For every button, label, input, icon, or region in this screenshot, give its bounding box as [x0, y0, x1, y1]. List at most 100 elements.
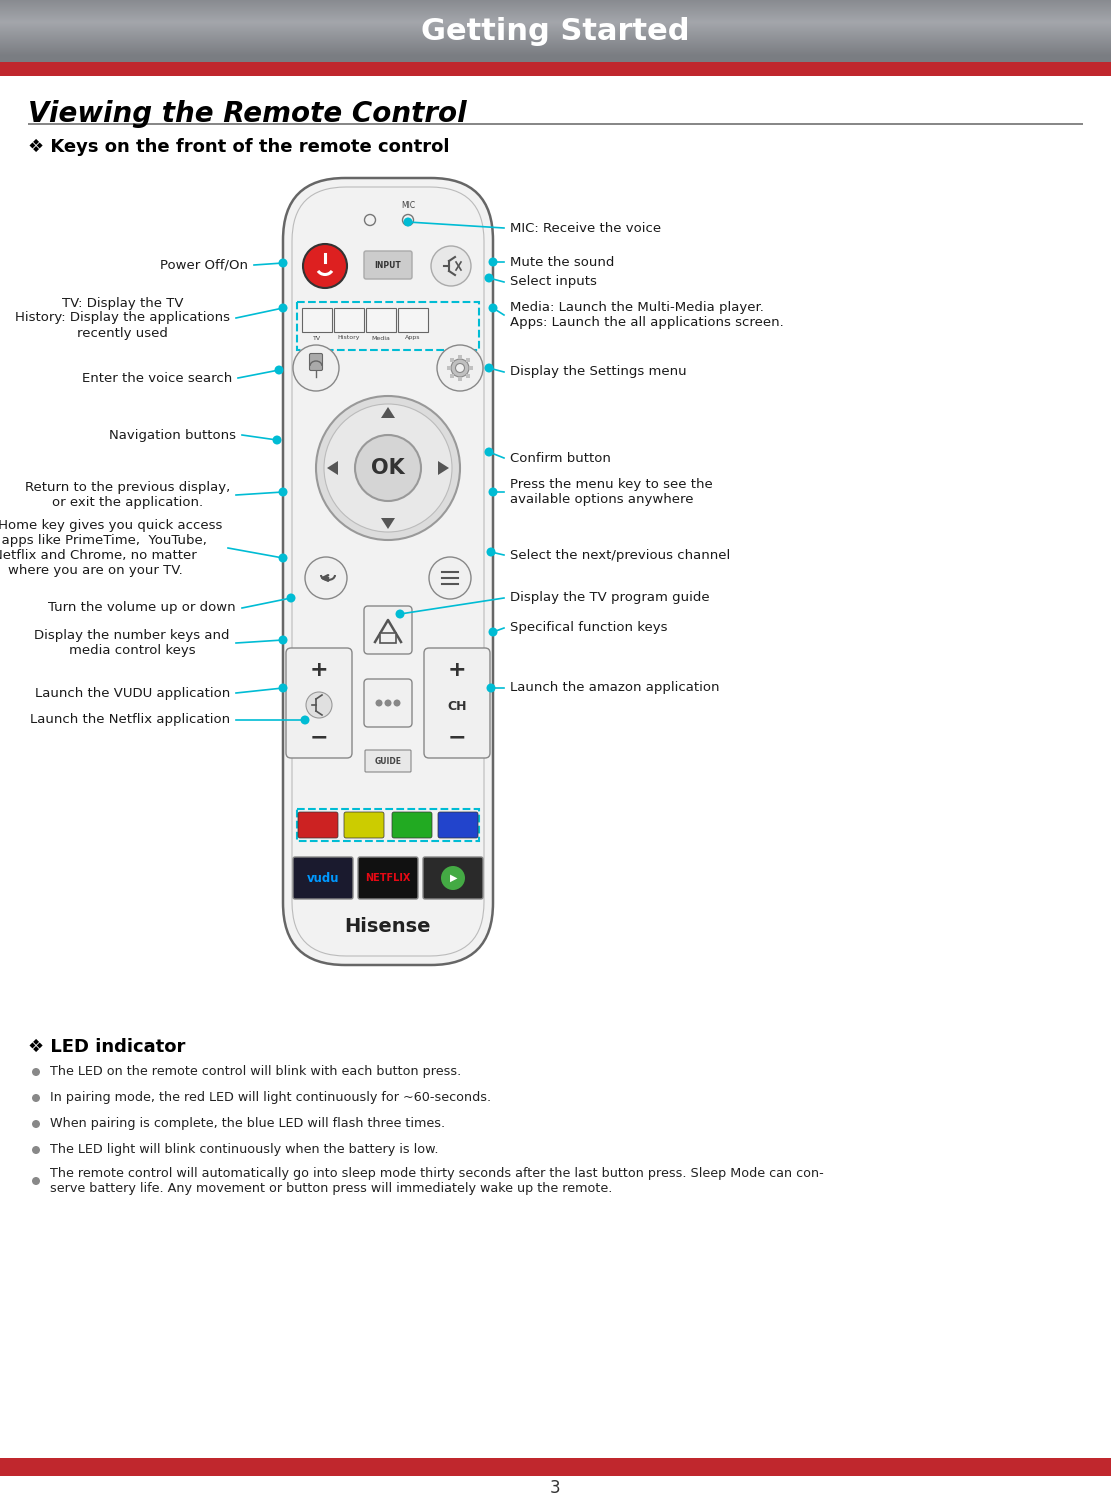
FancyBboxPatch shape	[358, 856, 418, 898]
Circle shape	[356, 435, 421, 501]
Circle shape	[279, 303, 288, 312]
Circle shape	[376, 699, 382, 706]
FancyBboxPatch shape	[364, 606, 412, 654]
Circle shape	[32, 1120, 40, 1128]
Circle shape	[272, 435, 281, 444]
Text: History: History	[338, 336, 360, 340]
Text: +: +	[310, 660, 329, 680]
Circle shape	[287, 594, 296, 603]
Text: Confirm button: Confirm button	[510, 452, 611, 465]
Circle shape	[489, 258, 498, 267]
Circle shape	[384, 699, 391, 706]
Circle shape	[487, 548, 496, 556]
FancyBboxPatch shape	[283, 178, 493, 964]
Circle shape	[279, 488, 288, 496]
Text: Enter the voice search: Enter the voice search	[82, 372, 232, 384]
Bar	[0, 1458, 1111, 1476]
Text: When pairing is complete, the blue LED will flash three times.: When pairing is complete, the blue LED w…	[50, 1118, 446, 1131]
FancyBboxPatch shape	[438, 812, 478, 838]
Circle shape	[306, 692, 332, 718]
Circle shape	[393, 699, 400, 706]
Circle shape	[324, 404, 452, 532]
Text: In pairing mode, the red LED will light continuously for ~60-seconds.: In pairing mode, the red LED will light …	[50, 1092, 491, 1104]
FancyBboxPatch shape	[366, 308, 396, 332]
Bar	[458, 356, 462, 358]
Circle shape	[396, 609, 404, 618]
Polygon shape	[327, 460, 338, 476]
Circle shape	[456, 363, 464, 372]
Circle shape	[279, 258, 288, 267]
Text: NETFLIX: NETFLIX	[366, 873, 411, 883]
Polygon shape	[381, 406, 396, 418]
Text: Media: Launch the Multi-Media player.
Apps: Launch the all applications screen.: Media: Launch the Multi-Media player. Ap…	[510, 302, 783, 328]
Text: The LED on the remote control will blink with each button press.: The LED on the remote control will blink…	[50, 1065, 461, 1078]
Bar	[0, 62, 1111, 76]
Circle shape	[32, 1178, 40, 1185]
FancyBboxPatch shape	[344, 812, 384, 838]
Text: Getting Started: Getting Started	[421, 16, 689, 45]
Text: +: +	[448, 660, 467, 680]
Bar	[447, 366, 451, 370]
Circle shape	[279, 636, 288, 645]
Text: TV: Display the TV
History: Display the applications
recently used: TV: Display the TV History: Display the …	[16, 297, 230, 339]
FancyBboxPatch shape	[293, 856, 353, 898]
Text: TV: TV	[313, 336, 321, 340]
FancyBboxPatch shape	[302, 308, 332, 332]
Text: Power Off/On: Power Off/On	[160, 258, 248, 272]
FancyBboxPatch shape	[398, 308, 428, 332]
Circle shape	[279, 684, 288, 693]
Text: Viewing the Remote Control: Viewing the Remote Control	[28, 100, 467, 128]
Circle shape	[484, 273, 493, 282]
FancyBboxPatch shape	[364, 680, 412, 728]
Text: vudu: vudu	[307, 871, 339, 885]
Text: MIC: Receive the voice: MIC: Receive the voice	[510, 222, 661, 234]
Text: Select the next/previous channel: Select the next/previous channel	[510, 549, 730, 561]
Text: Select inputs: Select inputs	[510, 276, 597, 288]
Circle shape	[484, 363, 493, 372]
Circle shape	[431, 246, 471, 286]
Text: OK: OK	[371, 458, 404, 478]
Text: Return to the previous display,
or exit the application.: Return to the previous display, or exit …	[24, 482, 230, 508]
Circle shape	[32, 1068, 40, 1076]
FancyBboxPatch shape	[298, 812, 338, 838]
Text: Mute the sound: Mute the sound	[510, 255, 614, 268]
Circle shape	[437, 345, 483, 392]
Text: The LED light will blink continuously when the battery is low.: The LED light will blink continuously wh…	[50, 1143, 439, 1156]
Circle shape	[293, 345, 339, 392]
Circle shape	[489, 303, 498, 312]
Text: Launch the amazon application: Launch the amazon application	[510, 681, 720, 694]
FancyBboxPatch shape	[310, 354, 322, 370]
Bar	[380, 633, 396, 644]
FancyBboxPatch shape	[334, 308, 364, 332]
Bar	[466, 374, 470, 378]
Text: Turn the volume up or down: Turn the volume up or down	[49, 602, 236, 615]
Text: −: −	[310, 728, 329, 747]
Bar	[458, 376, 462, 381]
Text: CH: CH	[448, 700, 467, 714]
Text: The remote control will automatically go into sleep mode thirty seconds after th: The remote control will automatically go…	[50, 1167, 823, 1196]
FancyBboxPatch shape	[423, 856, 483, 898]
Text: Display the number keys and
media control keys: Display the number keys and media contro…	[34, 628, 230, 657]
Circle shape	[32, 1146, 40, 1154]
Text: Navigation buttons: Navigation buttons	[109, 429, 236, 441]
Circle shape	[403, 217, 412, 226]
Circle shape	[274, 366, 283, 375]
Circle shape	[429, 556, 471, 598]
Text: 3: 3	[550, 1479, 560, 1497]
Bar	[469, 366, 473, 370]
Text: Display the TV program guide: Display the TV program guide	[510, 591, 710, 604]
Circle shape	[487, 684, 496, 693]
Text: Launch the Netflix application: Launch the Netflix application	[30, 714, 230, 726]
Polygon shape	[381, 518, 396, 530]
Text: ▶: ▶	[450, 873, 458, 883]
Text: MIC: MIC	[401, 201, 416, 210]
Polygon shape	[438, 460, 449, 476]
Text: Launch the VUDU application: Launch the VUDU application	[34, 687, 230, 699]
Circle shape	[489, 488, 498, 496]
Circle shape	[32, 1094, 40, 1102]
Circle shape	[489, 627, 498, 636]
FancyBboxPatch shape	[392, 812, 432, 838]
Circle shape	[484, 447, 493, 456]
Circle shape	[279, 554, 288, 562]
Text: ❖ Keys on the front of the remote control: ❖ Keys on the front of the remote contro…	[28, 138, 450, 156]
